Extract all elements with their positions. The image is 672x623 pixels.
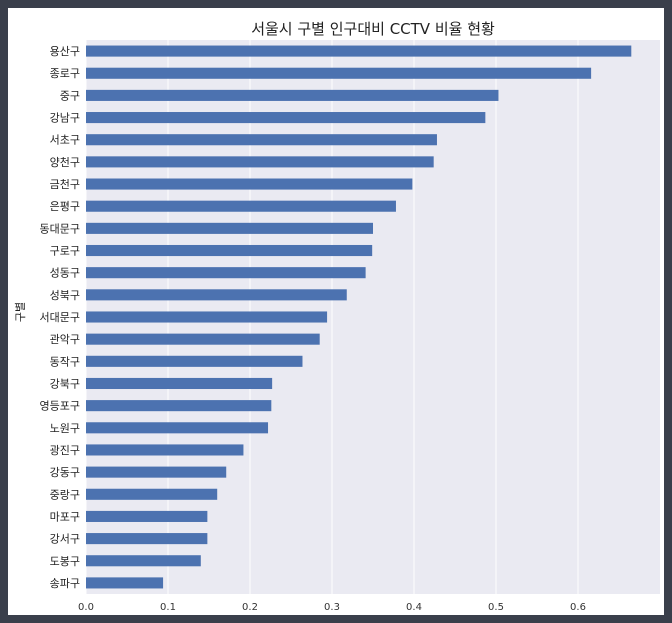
bar [86,355,303,367]
category-label: 강북구 [50,377,80,390]
bar [86,289,347,301]
bar [86,577,164,589]
bar [86,222,373,234]
bar [86,400,272,412]
category-label: 성동구 [50,267,80,280]
category-label: 송파구 [50,577,80,590]
bar [86,178,413,190]
bar [86,444,244,456]
x-tick-label: 0.1 [160,602,176,613]
category-label: 마포구 [50,510,80,523]
bar [86,89,499,101]
bar [86,134,437,146]
category-label: 서대문구 [40,311,80,324]
bar [86,422,269,434]
category-label: 은평구 [50,200,80,213]
bar [86,555,201,567]
bar [86,466,227,478]
category-label: 영등포구 [40,400,80,413]
x-tick-labels: 0.0 0.1 0.2 0.3 0.4 0.5 0.6 [78,602,586,613]
bars [86,45,632,589]
category-label: 관악구 [50,333,80,346]
x-tick-label: 0.4 [406,602,422,613]
bar-chart: 서울시 구별 인구대비 CCTV 비율 현황 구별 용산구종로구중구강남구서초구… [14,20,660,613]
category-label: 중구 [60,89,80,102]
category-labels: 용산구종로구중구강남구서초구양천구금천구은평구동대문구구로구성동구성북구서대문구… [40,45,80,590]
category-label: 성북구 [50,289,80,302]
bar [86,311,328,323]
bar [86,267,366,279]
x-tick-label: 0.6 [570,602,586,613]
category-label: 동작구 [50,355,80,368]
bar [86,156,434,168]
category-label: 구로구 [50,245,80,258]
category-label: 양천구 [50,155,80,169]
bar [86,377,273,390]
category-label: 강동구 [50,466,80,479]
x-tick-label: 0.3 [324,602,340,613]
bar [86,533,208,545]
bar [86,67,592,79]
category-label: 동대문구 [40,222,80,235]
category-label: 노원구 [50,422,80,435]
bar [86,112,486,124]
bar [86,244,373,257]
x-tick-label: 0.5 [488,602,504,613]
category-label: 강서구 [50,533,80,546]
chart-title: 서울시 구별 인구대비 CCTV 비율 현황 [251,20,495,38]
x-tick-label: 0.2 [242,602,258,613]
bar [86,488,218,500]
category-label: 강남구 [50,112,80,125]
category-label: 종로구 [50,67,80,80]
bar [86,45,632,57]
bar [86,333,320,345]
bar [86,200,396,212]
x-tick-label: 0.0 [78,602,94,613]
category-label: 중랑구 [50,488,80,501]
category-label: 서초구 [50,134,80,147]
category-label: 금천구 [50,177,80,191]
category-label: 용산구 [50,45,80,58]
category-label: 도봉구 [50,555,80,568]
category-label: 광진구 [50,444,80,457]
y-axis-label: 구별 [14,302,27,322]
bar [86,510,208,522]
